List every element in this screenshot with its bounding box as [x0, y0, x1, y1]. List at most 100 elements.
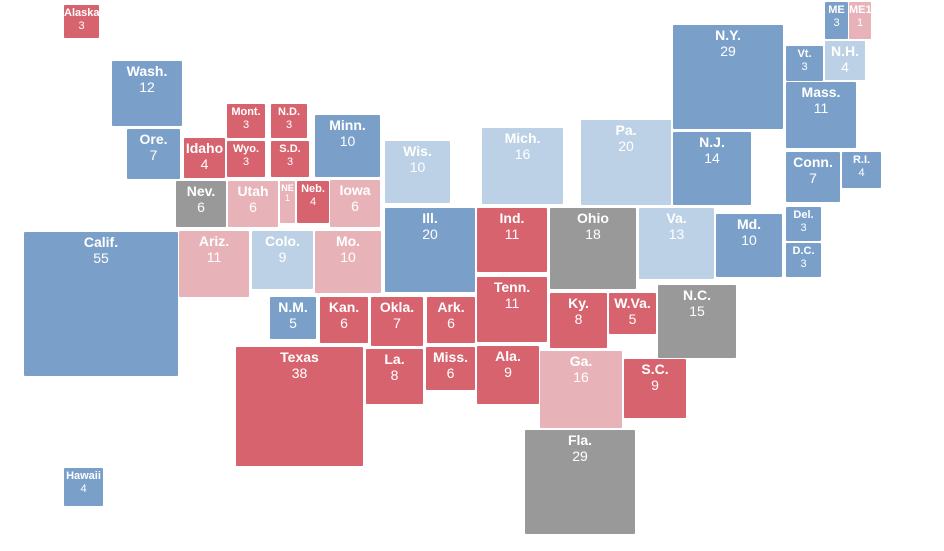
state-box: Texas 38 [236, 347, 363, 466]
state-box: Neb. 4 [297, 181, 329, 223]
state-name: ME [828, 4, 845, 16]
state-name: N.H. [831, 43, 859, 59]
state-box: ME 3 [825, 2, 848, 39]
electoral-votes: 6 [351, 198, 359, 215]
state-box: Wis. 10 [385, 141, 450, 203]
electoral-votes: 6 [197, 199, 205, 216]
state-name: Md. [736, 216, 762, 232]
state-box: Idaho 4 [184, 138, 225, 178]
electoral-votes: 9 [651, 377, 659, 394]
electoral-votes: 3 [800, 221, 807, 234]
electoral-votes: 3 [833, 16, 840, 29]
electoral-votes: 4 [858, 166, 865, 179]
state-name: R.I. [852, 154, 871, 166]
electoral-votes: 4 [841, 59, 849, 76]
state-name: La. [384, 351, 405, 367]
electoral-votes: 3 [285, 118, 293, 131]
state-box: ME1 1 [849, 2, 872, 39]
state-box: Iowa 6 [330, 180, 380, 227]
state-box: Kan. 6 [320, 297, 368, 343]
state-box: N.J. 14 [673, 132, 751, 205]
state-name: N.D. [278, 106, 300, 118]
state-name: N.J. [699, 134, 725, 150]
state-box: Ala. 9 [477, 346, 539, 404]
state-box: Mont. 3 [227, 104, 265, 138]
state-name: Conn. [793, 154, 833, 170]
electoral-votes: 4 [309, 195, 317, 208]
electoral-votes: 3 [801, 60, 808, 73]
state-box: Mass. 11 [786, 82, 856, 148]
state-box: Okla. 7 [371, 297, 423, 346]
state-box: S.D. 3 [271, 141, 309, 177]
electoral-votes: 3 [800, 257, 807, 270]
state-name: Wash. [126, 63, 168, 79]
state-box: Mich. 16 [482, 128, 563, 204]
state-name: Miss. [432, 349, 468, 365]
state-name: Vt. [797, 48, 812, 60]
state-name: Ind. [499, 210, 525, 226]
electoral-votes: 14 [704, 150, 720, 167]
state-name: ME1 [849, 4, 872, 16]
state-box: Hawaii 4 [64, 468, 103, 506]
state-name: Hawaii [66, 470, 101, 482]
state-box: N.C. 15 [658, 285, 736, 358]
state-name: N.M. [278, 299, 308, 315]
state-name: W.Va. [614, 295, 651, 311]
state-name: Mass. [801, 84, 841, 100]
electoral-votes: 6 [446, 365, 455, 382]
state-name: Ala. [495, 348, 521, 364]
state-box: NE 1 [280, 181, 295, 223]
state-box: D.C. 3 [786, 243, 821, 277]
state-name: Colo. [265, 233, 300, 249]
state-name: Ohio [577, 210, 609, 226]
state-name: Texas [280, 349, 319, 365]
state-box: Pa. 20 [581, 120, 671, 205]
state-box: Alaska 3 [64, 5, 99, 38]
state-box: Ore. 7 [127, 129, 180, 179]
state-box: Va. 13 [639, 208, 714, 279]
electoral-votes: 38 [291, 365, 308, 382]
state-name: Ariz. [198, 233, 230, 249]
electoral-votes: 9 [504, 364, 512, 381]
state-box: Miss. 6 [426, 347, 475, 390]
electoral-votes: 1 [284, 193, 290, 204]
state-name: Ill. [422, 210, 438, 226]
state-box: S.C. 9 [624, 359, 686, 418]
electoral-votes: 6 [447, 315, 455, 332]
electoral-votes: 4 [200, 156, 209, 173]
electoral-votes: 20 [422, 226, 438, 243]
electoral-votes: 11 [504, 226, 520, 243]
state-box: Ohio 18 [550, 208, 636, 289]
electoral-votes: 29 [572, 448, 588, 465]
electoral-votes: 18 [585, 226, 601, 243]
state-box: Ind. 11 [477, 208, 547, 272]
state-box: Conn. 7 [786, 152, 840, 202]
electoral-votes: 13 [668, 226, 685, 243]
electoral-votes: 1 [856, 16, 864, 29]
electoral-votes: 9 [278, 249, 287, 266]
state-name: Mo. [335, 233, 361, 249]
state-box: R.I. 4 [842, 152, 881, 188]
state-box: Mo. 10 [315, 231, 381, 293]
state-box: N.H. 4 [825, 41, 865, 80]
state-name: Mich. [504, 130, 541, 146]
state-name: N.Y. [715, 27, 741, 43]
state-box: Tenn. 11 [477, 277, 547, 342]
electoral-votes: 10 [741, 232, 757, 249]
electoral-votes: 11 [813, 100, 829, 117]
state-box: Md. 10 [716, 214, 782, 277]
electoral-votes: 7 [393, 315, 401, 332]
state-name: S.C. [641, 361, 669, 377]
electoral-votes: 11 [206, 249, 222, 266]
electoral-votes: 11 [504, 295, 520, 312]
electoral-votes: 3 [242, 155, 250, 168]
electoral-votes: 5 [628, 311, 637, 328]
state-box: N.D. 3 [271, 104, 307, 138]
state-name: NE [281, 183, 294, 193]
state-box: Fla. 29 [525, 430, 635, 534]
state-name: S.D. [279, 143, 301, 155]
state-name: D.C. [792, 245, 815, 257]
state-name: Del. [793, 209, 814, 221]
electoral-votes: 29 [720, 43, 736, 60]
